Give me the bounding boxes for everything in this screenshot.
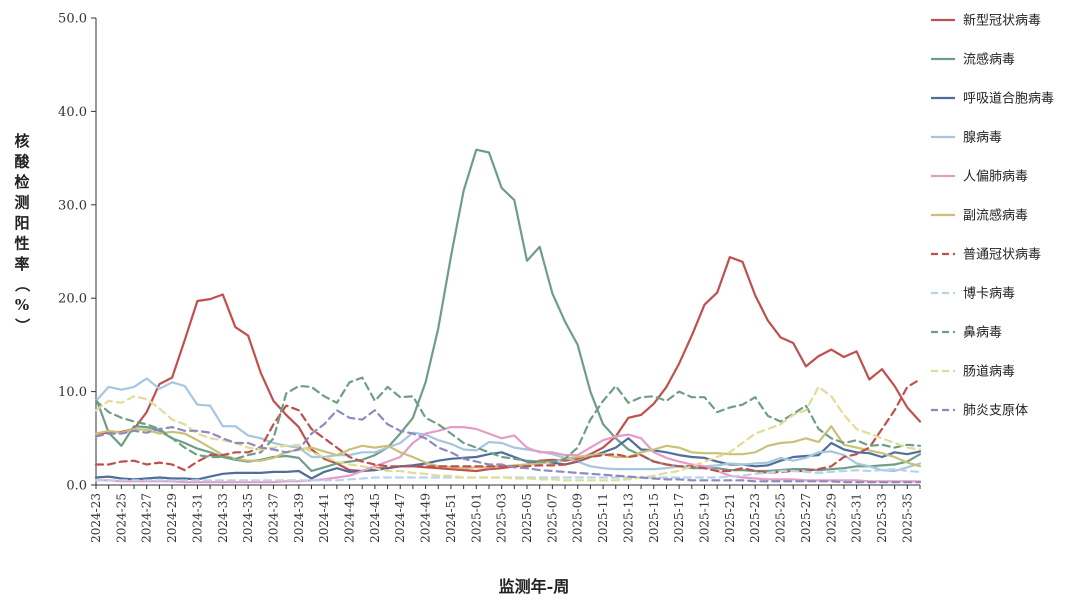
x-tick-label: 2025-11 xyxy=(596,493,610,543)
y-tick-label: 50.0 xyxy=(58,12,87,27)
legend-label-6: 普通冠状病毒 xyxy=(963,248,1041,263)
legend-label-3: 腺病毒 xyxy=(963,131,1002,146)
legend-label-9: 肠道病毒 xyxy=(963,365,1015,380)
y-axis-label-char: 率 xyxy=(14,255,29,273)
series-line-3 xyxy=(94,377,922,473)
legend-label-8: 鼻病毒 xyxy=(963,325,1002,341)
series-line-4 xyxy=(94,426,922,484)
x-tick-label: 2024-23 xyxy=(89,493,103,543)
legend: 新型冠状病毒流感病毒呼吸道合胞病毒腺病毒人偏肺病毒副流感病毒普通冠状病毒博卡病毒… xyxy=(931,13,1054,419)
x-axis-label: 监测年-周 xyxy=(499,577,570,596)
x-tick-label: 2025-07 xyxy=(545,493,559,543)
x-tick-label: 2025-31 xyxy=(850,493,864,543)
y-axis-label-char: 阳 xyxy=(14,214,29,232)
y-axis-label-char: 测 xyxy=(14,194,29,212)
x-tick-label: 2024-29 xyxy=(165,493,179,543)
x-tick-label: 2024-47 xyxy=(393,493,407,543)
legend-label-2: 呼吸道合胞病毒 xyxy=(963,92,1054,107)
x-tick-label: 2024-51 xyxy=(444,493,458,543)
legend-label-1: 流感病毒 xyxy=(963,52,1015,68)
series-line-0 xyxy=(94,256,922,473)
series-line-10 xyxy=(94,409,922,484)
x-tick-label: 2024-35 xyxy=(241,493,255,543)
legend-label-10: 肺炎支原体 xyxy=(963,404,1028,419)
y-axis: 0.0 10.0 20.0 30.0 40.0 50.0 xyxy=(58,12,97,494)
y-tick-label: 10.0 xyxy=(58,385,87,400)
y-axis-label-char: ） xyxy=(13,318,31,333)
legend-label-4: 人偏肺病毒 xyxy=(963,170,1028,185)
x-tick-label: 2024-27 xyxy=(140,493,154,543)
y-tick-label: 0.0 xyxy=(66,479,87,494)
y-axis-label-char: 性 xyxy=(14,235,29,253)
y-axis-label-char: 核 xyxy=(14,132,29,150)
x-tick-label: 2024-45 xyxy=(368,493,382,543)
series-line-5 xyxy=(94,425,922,470)
series-line-8 xyxy=(94,376,922,463)
series-lines xyxy=(94,148,922,484)
x-tick-label: 2025-19 xyxy=(697,493,711,543)
x-tick-label: 2024-25 xyxy=(114,493,128,543)
y-tick-label: 30.0 xyxy=(58,198,87,213)
x-tick-label: 2024-41 xyxy=(317,493,331,543)
series-line-2 xyxy=(94,437,922,481)
x-tick-label: 2025-03 xyxy=(495,493,509,543)
x-tick-label: 2025-21 xyxy=(723,493,737,543)
x-tick-label: 2025-09 xyxy=(571,493,585,543)
y-axis-label-char: % xyxy=(15,296,29,314)
legend-label-5: 副流感病毒 xyxy=(963,208,1028,224)
x-tick-label: 2025-33 xyxy=(875,493,889,543)
x-tick-label: 2024-31 xyxy=(190,493,204,543)
x-tick-label: 2025-17 xyxy=(672,493,686,543)
x-tick-label: 2025-27 xyxy=(799,493,813,543)
x-tick-label: 2025-01 xyxy=(469,493,483,543)
x-tick-label: 2025-25 xyxy=(774,493,788,543)
x-tick-label: 2024-49 xyxy=(419,493,433,543)
y-tick-label: 40.0 xyxy=(58,105,87,120)
y-axis-label-char: （ xyxy=(13,277,31,292)
y-tick-label: 20.0 xyxy=(58,292,87,307)
x-tick-label: 2024-33 xyxy=(216,493,230,543)
x-tick-label: 2025-29 xyxy=(824,493,838,543)
x-tick-label: 2025-15 xyxy=(647,493,661,543)
y-axis-label-char: 检 xyxy=(14,173,29,191)
legend-label-7: 博卡病毒 xyxy=(963,287,1015,302)
legend-label-0: 新型冠状病毒 xyxy=(963,13,1041,29)
x-tick-label: 2024-37 xyxy=(266,493,280,543)
x-tick-label: 2025-23 xyxy=(748,493,762,543)
x-tick-label: 2024-39 xyxy=(292,493,306,543)
x-tick-label: 2025-35 xyxy=(900,493,914,543)
x-tick-label: 2025-05 xyxy=(520,493,534,543)
x-tick-label: 2024-43 xyxy=(343,493,357,543)
x-tick-label: 2025-13 xyxy=(621,493,635,543)
series-line-9 xyxy=(94,385,922,482)
y-axis-label-char: 酸 xyxy=(14,153,30,171)
x-axis: 2024-23 2024-25 2024-27 2024-29 2024-31 2024-… xyxy=(89,484,921,543)
